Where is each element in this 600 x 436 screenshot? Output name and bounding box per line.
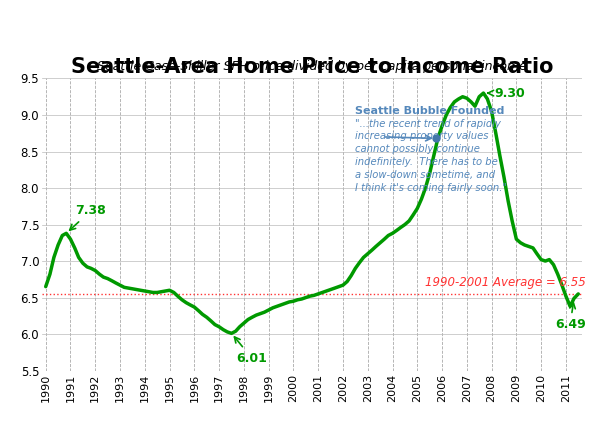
Text: Seattle Case-Shiller SFH price divided by per capita personal income: Seattle Case-Shiller SFH price divided b… — [97, 60, 527, 73]
Text: 9.30: 9.30 — [488, 87, 525, 99]
Text: Seattle Bubble Founded: Seattle Bubble Founded — [355, 106, 505, 116]
Text: 7.38: 7.38 — [70, 204, 106, 230]
Text: "...the recent trend of rapidly
increasing property values
cannot possibly conti: "...the recent trend of rapidly increasi… — [355, 119, 508, 193]
Text: 6.01: 6.01 — [235, 337, 268, 364]
Text: 6.49: 6.49 — [555, 303, 586, 331]
Text: 1990-2001 Average = 6.55: 1990-2001 Average = 6.55 — [425, 276, 586, 289]
Title: Seattle-Area Home Price to Income Ratio: Seattle-Area Home Price to Income Ratio — [71, 57, 553, 77]
